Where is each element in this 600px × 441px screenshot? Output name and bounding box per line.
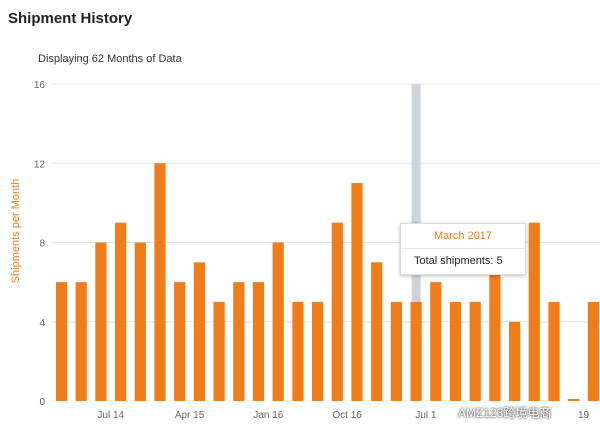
bar-13[interactable]	[312, 301, 324, 401]
bar-20[interactable]	[449, 301, 462, 401]
x-tick-label: Oct 16	[332, 410, 362, 421]
bar-8[interactable]	[213, 301, 225, 401]
bar-27[interactable]	[587, 301, 599, 401]
y-tick-label: 8	[39, 239, 45, 250]
bar-21[interactable]	[469, 301, 481, 401]
bar-10[interactable]	[252, 282, 265, 401]
bar-7[interactable]	[193, 262, 205, 401]
bar-23[interactable]	[509, 321, 521, 401]
x-tick-label: 19	[578, 410, 590, 421]
y-axis-ticks: 0 4 8 12 16	[34, 80, 46, 408]
bar-22[interactable]	[489, 262, 501, 401]
chart-tooltip: March 2017 Total shipments: 5	[400, 223, 526, 275]
x-tick-label: Jul 14	[97, 410, 124, 421]
bar-17[interactable]	[390, 301, 402, 401]
page-title: Shipment History	[8, 10, 133, 27]
y-axis-label: Shipments per Month	[10, 179, 22, 284]
bar-1[interactable]	[75, 282, 87, 401]
x-axis-ticks: Jul 14 Apr 15 Jan 16 Oct 16 Jul 1 19	[97, 410, 589, 421]
bar-14[interactable]	[331, 222, 343, 401]
tooltip-date: March 2017	[401, 224, 525, 249]
bar-11[interactable]	[272, 242, 284, 402]
bar-25[interactable]	[548, 301, 560, 401]
bar-9[interactable]	[233, 282, 245, 401]
y-tick-label: 16	[34, 80, 46, 91]
bar-5[interactable]	[154, 163, 166, 401]
chart-subtitle: Displaying 62 Months of Data	[38, 53, 182, 65]
y-tick-label: 4	[39, 318, 45, 329]
bars	[55, 163, 599, 402]
bar-26[interactable]	[568, 399, 580, 401]
bar-4[interactable]	[134, 242, 146, 402]
bar-2[interactable]	[95, 242, 107, 402]
y-tick-label: 12	[34, 159, 46, 170]
x-tick-label: Jul 1	[415, 410, 437, 421]
watermark: AMZ123跨境电商	[441, 404, 551, 421]
bar-16[interactable]	[371, 262, 383, 401]
bar-15[interactable]	[351, 183, 363, 401]
bar-24[interactable]	[528, 222, 540, 401]
bar-18[interactable]	[410, 301, 422, 401]
bar-0[interactable]	[55, 282, 68, 401]
bar-12[interactable]	[292, 301, 304, 401]
x-tick-label: Apr 15	[175, 410, 205, 421]
wechat-icon	[441, 407, 455, 419]
bar-6[interactable]	[174, 282, 186, 401]
bar-3[interactable]	[115, 222, 127, 401]
watermark-text: AMZ123跨境电商	[458, 406, 552, 420]
grid-lines	[52, 83, 600, 323]
y-tick-label: 0	[39, 397, 45, 408]
tooltip-value: Total shipments: 5	[414, 255, 503, 267]
x-tick-label: Jan 16	[253, 410, 283, 421]
bar-19[interactable]	[430, 282, 442, 401]
